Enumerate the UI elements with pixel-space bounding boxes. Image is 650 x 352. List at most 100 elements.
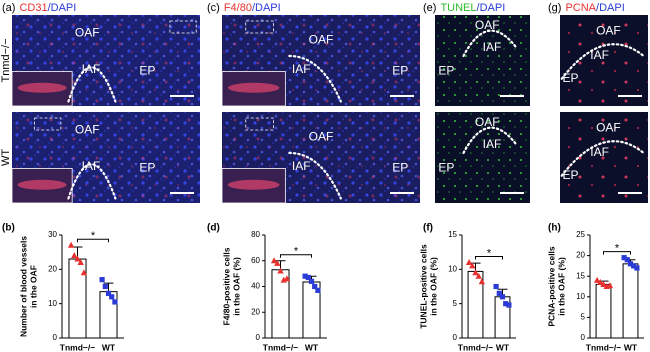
boundary-arc [560, 140, 645, 177]
x-tick-label: Tnmd−/− [458, 342, 493, 352]
panel-title: (a) CD31/DAPI [2, 2, 76, 14]
data-point [475, 272, 482, 279]
y-tick-label: 60 [251, 256, 260, 265]
y-axis-label: F4/80-positive cells [221, 247, 231, 325]
region-label: IAF [292, 62, 311, 76]
region-label: IAF [483, 137, 502, 151]
x-tick-label: Tnmd−/− [586, 342, 621, 352]
data-point [105, 290, 112, 296]
data-point [624, 257, 630, 263]
data-point [478, 278, 486, 285]
data-point [77, 258, 84, 265]
region-label: EP [438, 161, 454, 175]
region-label: EP [392, 161, 408, 175]
y-tick-label: 15 [448, 230, 457, 239]
region-label: IAF [292, 159, 311, 173]
micrograph-signal [435, 112, 530, 203]
data-point [274, 259, 281, 266]
data-point [283, 275, 291, 282]
x-tick-label: WT [496, 342, 510, 352]
error-bar [103, 282, 114, 292]
y-axis-label: Number of blood vessels [18, 236, 28, 337]
data-point [499, 294, 506, 300]
y-axis-label: in the OAF (%) [556, 257, 566, 316]
stain-name: /DAPI [596, 2, 625, 14]
data-point [506, 302, 512, 308]
y-tick-label: 0 [453, 333, 458, 342]
data-point [472, 269, 479, 276]
bar [622, 263, 639, 339]
data-point [503, 301, 509, 307]
data-point [99, 277, 105, 283]
data-point [277, 267, 284, 274]
y-tick-label: 5 [581, 313, 586, 322]
y-tick-label: 25 [576, 230, 585, 239]
data-point [74, 255, 81, 262]
x-tick-label: WT [624, 342, 638, 352]
y-tick-label: 15 [576, 271, 585, 280]
data-point [627, 261, 634, 267]
data-point [80, 269, 88, 276]
y-tick-label: 0 [256, 333, 261, 342]
region-label: OAF [475, 115, 500, 129]
zoom-box [169, 20, 197, 34]
significance: * [91, 230, 96, 242]
y-tick-label: 30 [48, 230, 57, 239]
y-axis-label: in the OAF (%) [231, 257, 241, 316]
data-point [593, 276, 601, 283]
panel-label: (f) [423, 223, 433, 234]
data-point [600, 280, 607, 287]
x-tick-label: WT [305, 342, 319, 352]
region-label: IAF [82, 159, 101, 173]
data-point [308, 278, 315, 284]
panel-label: (e) [423, 2, 436, 14]
region-label: EP [438, 64, 454, 78]
inset-vessel [17, 179, 67, 190]
data-point [109, 294, 115, 300]
region-label: IAF [82, 62, 101, 76]
panel-label: (b) [2, 223, 15, 234]
bar [99, 291, 118, 339]
y-axis-label: in the OAF [28, 265, 38, 308]
data-point [302, 273, 308, 279]
stain-name: /DAPI [477, 2, 506, 14]
stain-name: F4/80 [224, 2, 252, 14]
data-point [465, 258, 473, 265]
boundary-arc [288, 54, 342, 103]
region-label: EP [563, 71, 579, 85]
data-point [71, 252, 78, 259]
panel-label: (c) [207, 2, 220, 14]
data-point [597, 278, 604, 285]
data-point [112, 299, 118, 305]
region-label: EP [139, 161, 155, 175]
y-tick-label: 0 [581, 333, 586, 342]
y-axis-label: TUNEL-positive cells [418, 244, 428, 329]
boundary-arc [288, 151, 342, 200]
y-tick-label: 10 [576, 292, 585, 301]
significance: * [487, 247, 492, 259]
data-point [631, 263, 637, 269]
region-label: OAF [475, 18, 500, 32]
region-label: OAF [309, 130, 334, 144]
stain-name: /DAPI [48, 2, 77, 14]
data-point [270, 257, 278, 264]
y-tick-label: 10 [448, 264, 457, 273]
y-axis-label: in the OAF (%) [428, 257, 438, 316]
data-point [621, 255, 627, 261]
region-label: OAF [309, 33, 334, 47]
panel-title: (e) TUNEL/DAPI [423, 2, 505, 14]
y-tick-label: 40 [251, 282, 260, 291]
y-tick-label: 0 [53, 333, 58, 342]
stain-name: TUNEL [440, 2, 476, 14]
stain-name: CD31 [19, 2, 47, 14]
region-label: OAF [596, 24, 621, 38]
inset-vessel [17, 82, 67, 93]
region-label: IAF [590, 48, 609, 62]
data-point [496, 290, 502, 296]
bar [595, 283, 612, 339]
panel-title: (c) F4/80/DAPI [207, 2, 281, 14]
y-tick-label: 5 [453, 299, 458, 308]
panel-label: (h) [548, 223, 561, 234]
data-point [305, 274, 311, 281]
